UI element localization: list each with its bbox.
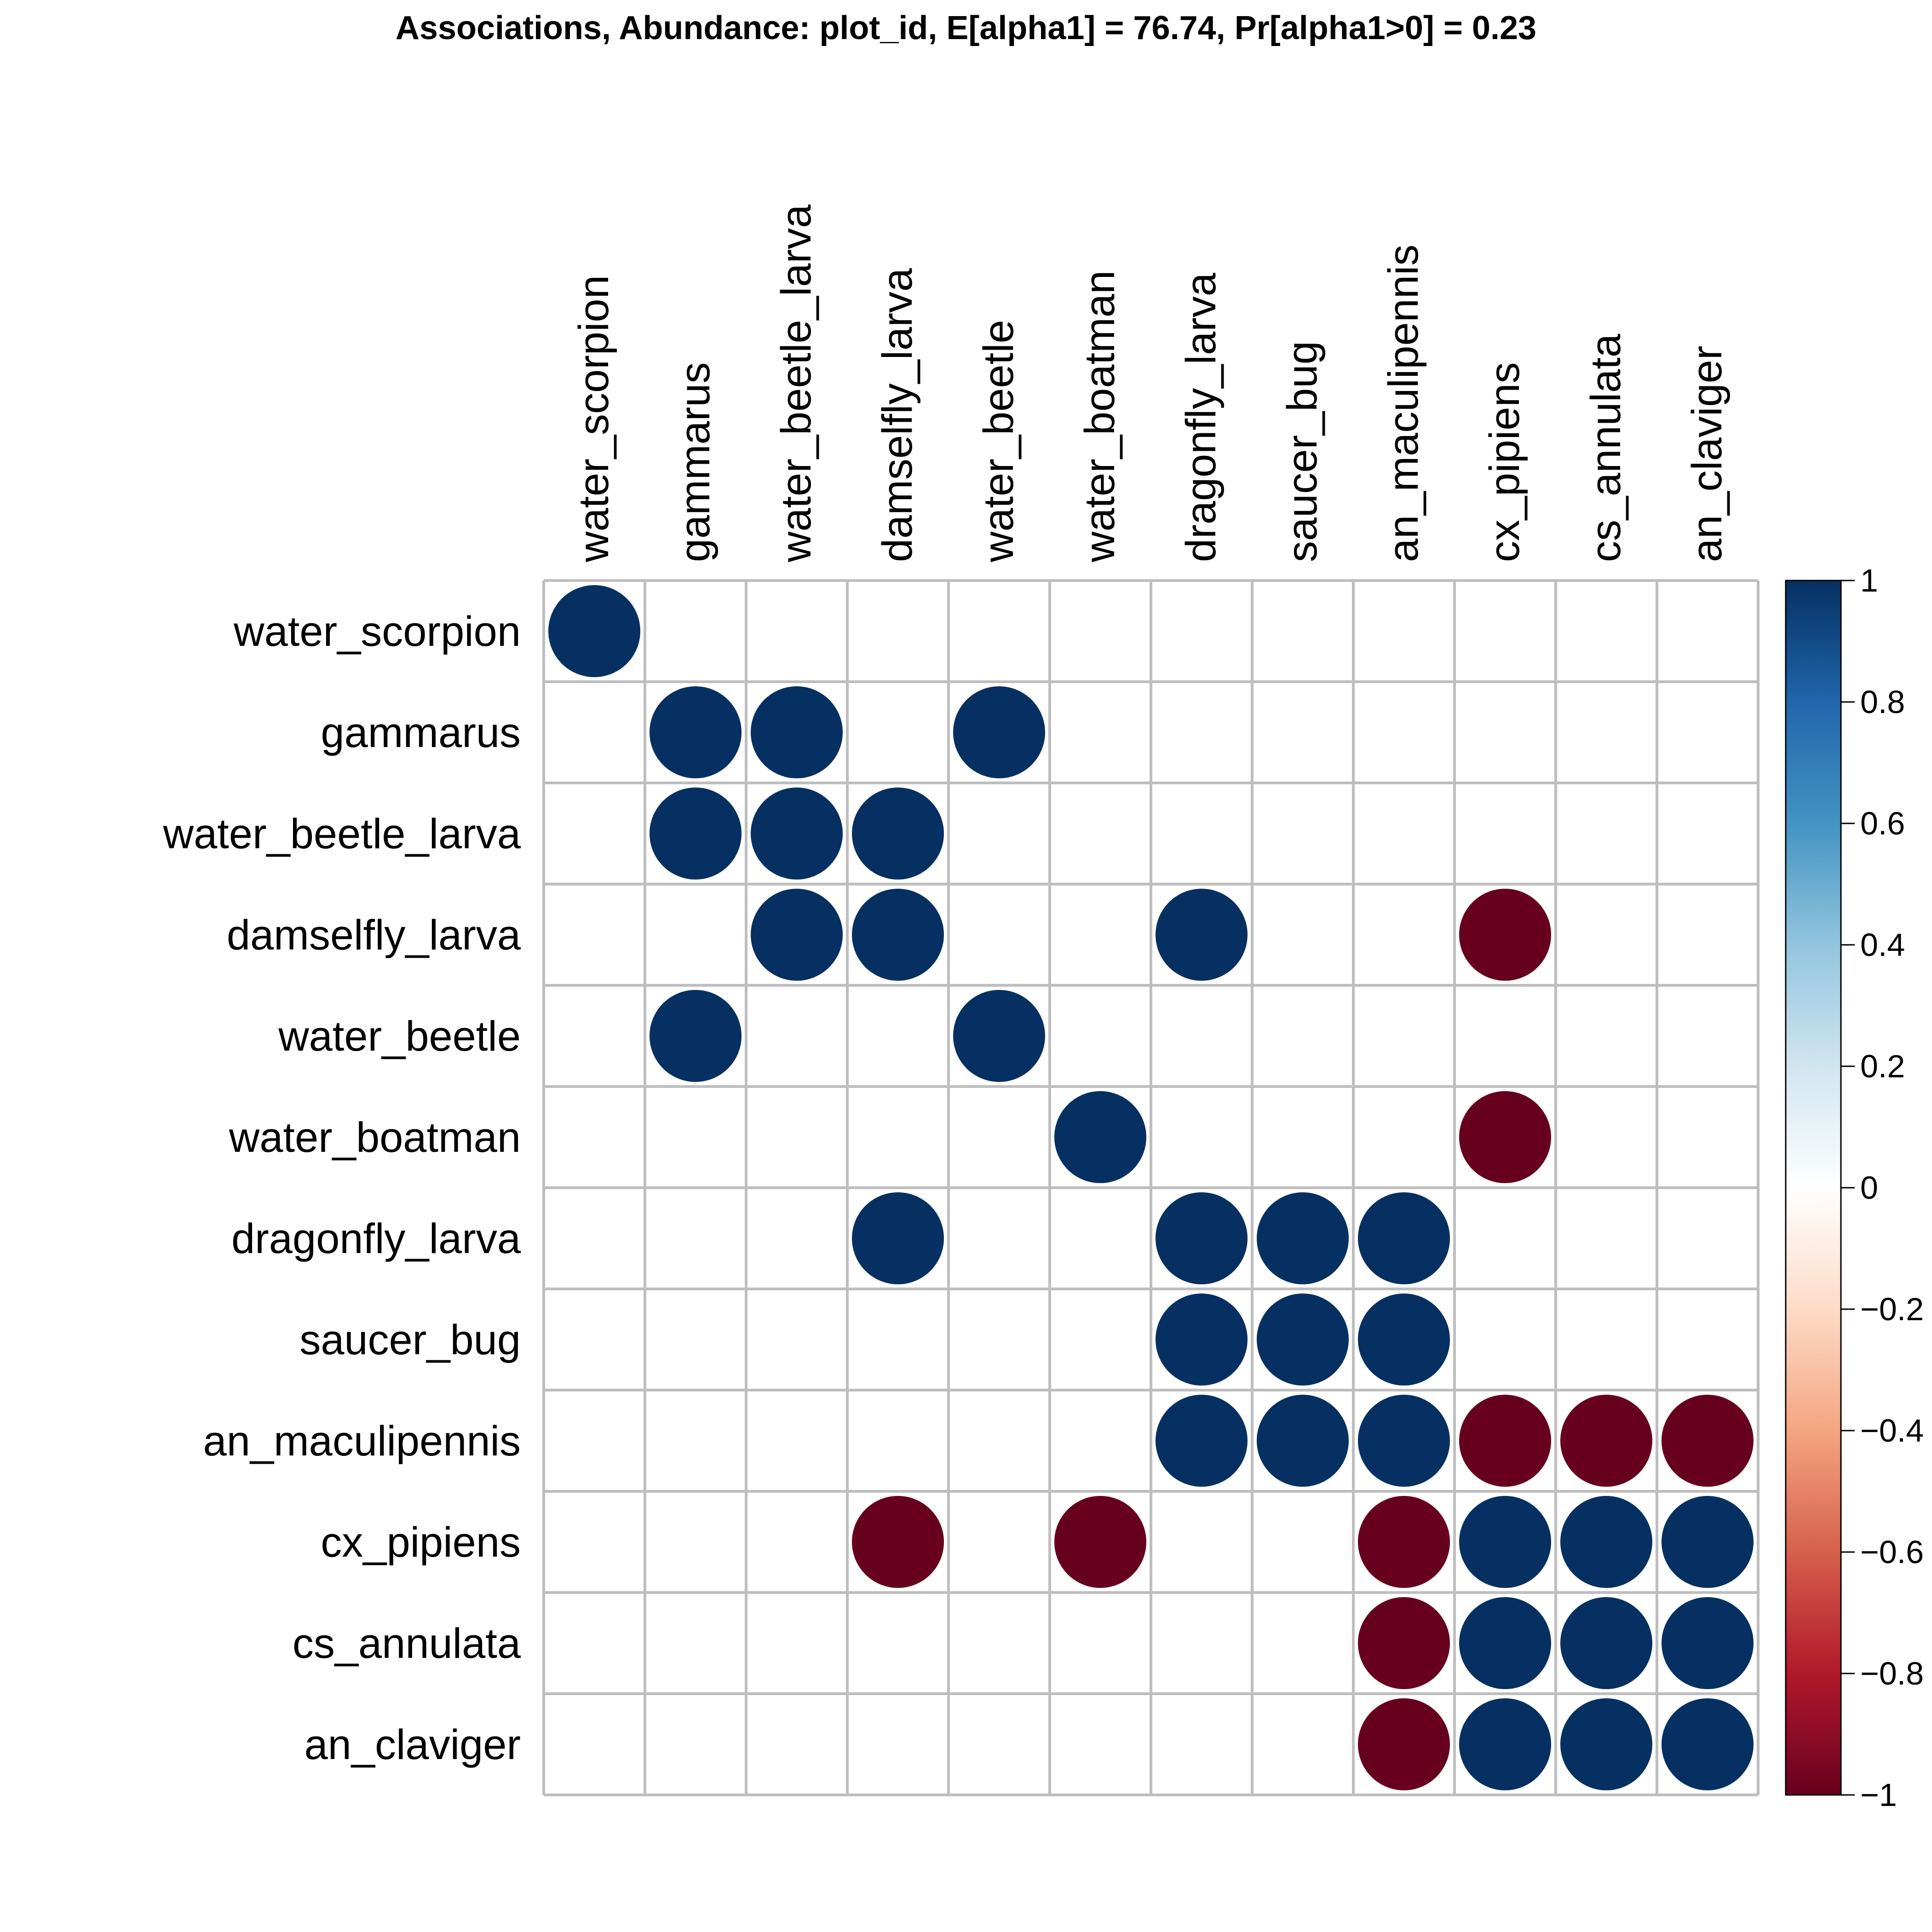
correlation-circle [1156, 1395, 1248, 1487]
column-labels: water_scorpion gammarus water_beetle_larva… [570, 204, 1731, 563]
correlation-circle [1257, 1395, 1349, 1487]
correlation-circle [1459, 1597, 1551, 1689]
column-label: water_beetle_larva [773, 204, 820, 563]
correlation-circle [1459, 1091, 1551, 1183]
correlation-circle [751, 686, 843, 778]
correlation-circle [1560, 1597, 1652, 1689]
correlation-circle [852, 889, 944, 981]
colorbar-tick-label: 0.8 [1860, 684, 1905, 720]
correlation-circle [1358, 1294, 1450, 1386]
colorbar-tick-label: 0 [1860, 1170, 1878, 1206]
correlation-circle [1560, 1395, 1652, 1487]
colorbar-tick-label: 1 [1860, 563, 1878, 598]
correlation-circle [1054, 1496, 1146, 1588]
colorbar-tick-label: −0.2 [1860, 1291, 1924, 1327]
column-label: water_scorpion [570, 275, 617, 563]
correlation-circle [1459, 889, 1551, 981]
row-label: damselfly_larva [227, 912, 521, 959]
row-label: saucer_bug [299, 1317, 521, 1363]
correlation-circle [1156, 1294, 1248, 1386]
row-label: water_boatman [229, 1114, 521, 1161]
colorbar: 1 0.8 0.6 0.4 0.2 0 −0.2 −0.4 −0.6 −0.8 −1 [1785, 563, 1924, 1813]
correlation-circle [1358, 1597, 1450, 1689]
correlation-circle [1156, 889, 1248, 981]
column-label: damselfly_larva [874, 268, 921, 562]
row-label: cx_pipiens [321, 1519, 521, 1566]
row-label: dragonfly_larva [231, 1215, 521, 1262]
colorbar-tick-label: −1 [1860, 1777, 1897, 1813]
heatmap-circles [548, 585, 1754, 1790]
correlation-circle [953, 686, 1045, 778]
row-label: an_claviger [304, 1721, 521, 1768]
correlation-circle [1662, 1698, 1754, 1790]
row-label: water_scorpion [233, 608, 521, 655]
correlation-circle [650, 788, 742, 880]
correlation-circle [852, 1192, 944, 1284]
correlation-circle [1662, 1395, 1754, 1487]
column-label: cx_pipiens [1481, 362, 1528, 562]
correlation-circle [650, 686, 742, 778]
row-label: gammarus [321, 709, 521, 756]
row-label: water_beetle_larva [163, 811, 521, 857]
correlation-circle [751, 788, 843, 880]
colorbar-gradient [1785, 580, 1842, 1796]
column-label: an_claviger [1684, 345, 1731, 562]
colorbar-tick-label: 0.2 [1860, 1048, 1905, 1084]
column-label: water_beetle [975, 320, 1022, 563]
row-labels: water_scorpion gammarus water_beetle_larva… [163, 608, 521, 1768]
column-label: gammarus [672, 362, 719, 562]
row-label: cs_annulata [293, 1620, 521, 1667]
correlation-circle [751, 889, 843, 981]
row-label: water_beetle [278, 1013, 521, 1060]
correlation-circle [1560, 1496, 1652, 1588]
colorbar-tick-label: 0.6 [1860, 805, 1905, 841]
chart-title: Associations, Abundance: plot_id, E[alph… [396, 10, 1536, 46]
colorbar-tick-label: −0.8 [1860, 1656, 1924, 1691]
correlation-circle [1459, 1395, 1551, 1487]
correlation-circle [1459, 1698, 1551, 1790]
colorbar-tick-label: 0.4 [1860, 927, 1905, 963]
correlation-circle [1257, 1294, 1349, 1386]
correlation-circle [548, 585, 640, 677]
correlation-circle [1459, 1496, 1551, 1588]
column-label: saucer_bug [1279, 341, 1326, 562]
correlation-circle [1662, 1496, 1754, 1588]
heatmap-grid [542, 579, 1760, 1796]
correlation-circle [852, 788, 944, 880]
correlation-circle [650, 990, 742, 1082]
correlation-circle [1054, 1091, 1146, 1183]
row-label: an_maculipennis [203, 1418, 521, 1465]
correlation-circle [1662, 1597, 1754, 1689]
correlation-circle [1358, 1192, 1450, 1284]
correlation-circle [1560, 1698, 1652, 1790]
correlation-circle [1156, 1192, 1248, 1284]
column-label: cs_annulata [1582, 334, 1629, 562]
colorbar-tick-label: −0.4 [1860, 1413, 1924, 1449]
column-label: dragonfly_larva [1178, 272, 1225, 562]
correlation-circle [1358, 1698, 1450, 1790]
correlation-circle [1257, 1192, 1349, 1284]
correlation-circle [953, 990, 1045, 1082]
column-label: water_boatman [1076, 270, 1123, 563]
colorbar-tick-label: −0.6 [1860, 1534, 1924, 1570]
correlation-circle [852, 1496, 944, 1588]
correlation-circle [1358, 1496, 1450, 1588]
column-label: an_maculipennis [1380, 245, 1427, 562]
colorbar-ticks: 1 0.8 0.6 0.4 0.2 0 −0.2 −0.4 −0.6 −0.8 −1 [1841, 563, 1924, 1813]
correlation-circle [1358, 1395, 1450, 1487]
